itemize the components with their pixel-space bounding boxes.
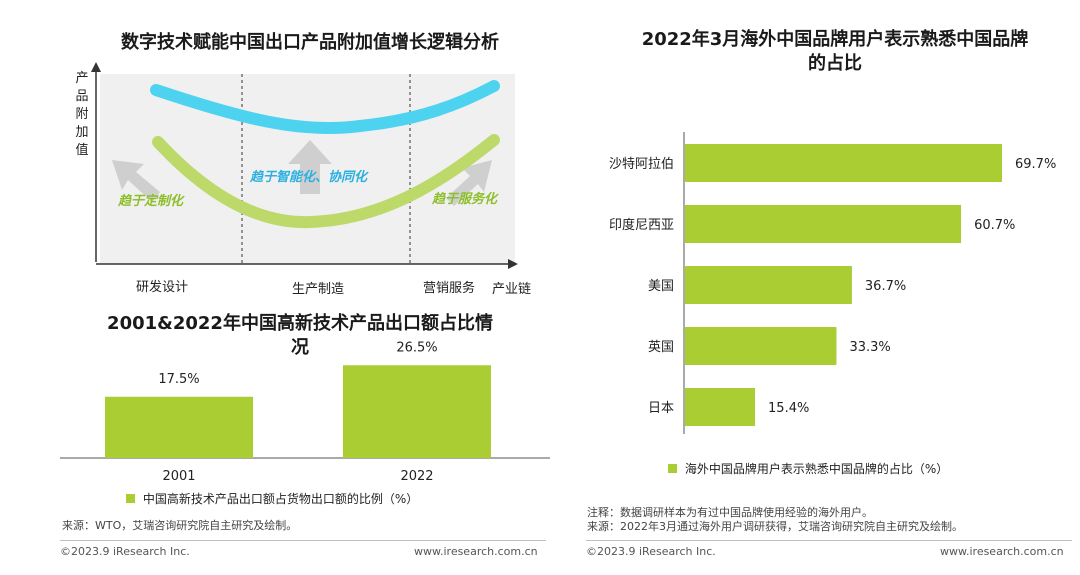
right-chart-title: 2022年3月海外中国品牌用户表示熟悉中国品牌的占比 (641, 29, 1029, 74)
value-chain-diagram (91, 62, 518, 269)
right-bar-chart: 沙特阿拉伯 69.7% 印度尼西亚 60.7% 美国 36.7% 英国 33.3% 日本 15.4… (609, 132, 1056, 434)
hbar-3 (685, 327, 837, 365)
hbar-0 (685, 144, 1002, 182)
right-footer-rule (586, 540, 1072, 541)
bar-chart-title: 2001&2022年中国高新技术产品出口额占比情况 (107, 313, 493, 358)
lower-curve (152, 134, 500, 229)
left-legend-label: 中国高新技术产品出口额占货物出口额的比例（%） (142, 492, 419, 506)
value-label-1: 60.7% (974, 218, 1015, 233)
tick-label-2022: 2022 (400, 469, 433, 484)
category-label-3: 英国 (648, 340, 674, 355)
y-axis-arrow (91, 62, 101, 72)
left-footer-rule (60, 540, 546, 541)
value-label-0: 69.7% (1015, 157, 1056, 172)
x-axis-arrow (508, 259, 518, 269)
x-axis-label: 产业链 (492, 282, 532, 297)
y-axis-label: 产品附加值 (75, 71, 89, 158)
left-legend-swatch (126, 494, 135, 503)
left-url: www.iresearch.com.cn (414, 545, 538, 558)
hbar-4 (685, 388, 756, 426)
upper-curve (150, 80, 500, 135)
value-label-3: 33.3% (849, 340, 890, 355)
category-label-1: 印度尼西亚 (609, 217, 674, 233)
right-url: www.iresearch.com.cn (940, 545, 1064, 558)
left-legend: 中国高新技术产品出口额占货物出口额的比例（%） (126, 490, 418, 507)
annotation-service: 趋于服务化 (432, 192, 498, 207)
center-up-arrow (288, 140, 332, 194)
value-label-4: 15.4% (768, 401, 809, 416)
right-note: 注释：数据调研样本为有过中国品牌使用经验的海外用户。 (587, 506, 873, 519)
stage-production: 生产制造 (292, 282, 345, 297)
stage-rd: 研发设计 (136, 280, 189, 295)
right-legend-swatch (668, 464, 677, 473)
hbar-1 (685, 205, 962, 243)
category-label-2: 美国 (648, 279, 674, 294)
right-source: 来源：2022年3月通过海外用户调研获得，艾瑞咨询研究院自主研究及绘制。 (587, 520, 963, 533)
stage-marketing: 营销服务 (423, 281, 476, 296)
left-up-arrow (112, 160, 160, 202)
annotation-customization: 趋于定制化 (118, 194, 184, 209)
right-copyright: ©2023.9 iResearch Inc. (586, 545, 716, 558)
bar-2001 (105, 396, 253, 458)
right-legend-label: 海外中国品牌用户表示熟悉中国品牌的占比（%） (684, 462, 949, 476)
left-source: 来源：WTO，艾瑞咨询研究院自主研究及绘制。 (62, 519, 298, 532)
category-label-0: 沙特阿拉伯 (609, 157, 674, 172)
left-bar-chart: 17.5% 2001 26.5% 2022 (60, 340, 550, 484)
value-label-2: 36.7% (865, 279, 906, 294)
data-label-2022: 26.5% (396, 340, 437, 355)
right-up-arrow (446, 160, 492, 206)
left-copyright: ©2023.9 iResearch Inc. (60, 545, 190, 558)
hbar-2 (685, 266, 852, 304)
bar-2022 (343, 365, 491, 458)
annotation-intelligence: 趋于智能化、协同化 (250, 170, 368, 185)
data-label-2001: 17.5% (158, 372, 199, 387)
category-label-4: 日本 (648, 401, 674, 416)
tick-label-2001: 2001 (162, 469, 195, 484)
right-legend: 海外中国品牌用户表示熟悉中国品牌的占比（%） (668, 460, 948, 477)
diagram-title: 数字技术赋能中国出口产品附加值增长逻辑分析 (121, 32, 499, 53)
